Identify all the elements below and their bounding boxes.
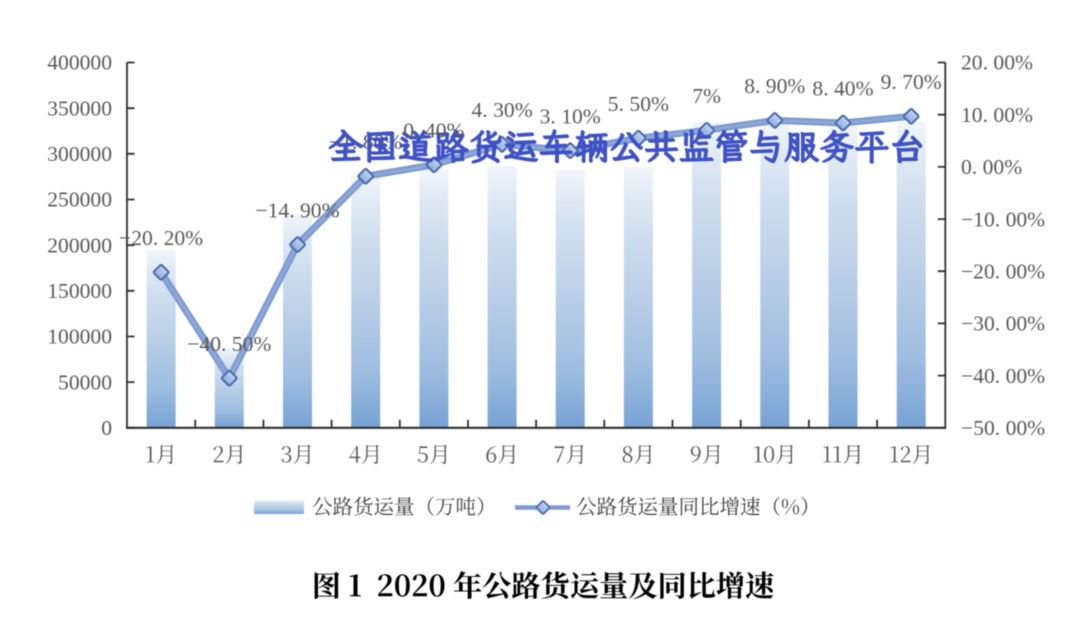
svg-text:0. 00%: 0. 00% — [961, 155, 1022, 179]
svg-text:8. 90%: 8. 90% — [744, 74, 805, 98]
svg-text:150000: 150000 — [47, 279, 112, 303]
svg-text:−40. 50%: −40. 50% — [187, 332, 271, 356]
svg-text:100000: 100000 — [47, 325, 112, 349]
svg-text:9. 70%: 9. 70% — [881, 70, 942, 94]
svg-text:20. 00%: 20. 00% — [961, 51, 1033, 75]
svg-text:−20. 00%: −20. 00% — [961, 259, 1045, 283]
svg-text:−40. 00%: −40. 00% — [961, 364, 1045, 388]
svg-text:−50. 00%: −50. 00% — [961, 416, 1045, 440]
svg-text:−14. 90%: −14. 90% — [255, 198, 339, 222]
svg-text:8. 40%: 8. 40% — [812, 77, 873, 101]
svg-text:0: 0 — [101, 416, 112, 440]
svg-text:3. 10%: 3. 10% — [540, 104, 601, 128]
svg-text:50000: 50000 — [58, 370, 112, 394]
svg-text:−30. 00%: −30. 00% — [961, 312, 1045, 336]
svg-text:10. 00%: 10. 00% — [961, 103, 1033, 127]
svg-text:400000: 400000 — [47, 51, 112, 75]
svg-text:−20. 20%: −20. 20% — [119, 226, 203, 250]
svg-text:5. 50%: 5. 50% — [608, 92, 669, 116]
svg-text:300000: 300000 — [47, 142, 112, 166]
svg-text:−10. 00%: −10. 00% — [961, 207, 1045, 231]
svg-text:0. 40%: 0. 40% — [403, 119, 464, 143]
svg-text:250000: 250000 — [47, 188, 112, 212]
svg-text:4. 30%: 4. 30% — [472, 98, 533, 122]
svg-text:7%: 7% — [692, 84, 721, 108]
svg-text:350000: 350000 — [47, 96, 112, 120]
svg-text:200000: 200000 — [47, 233, 112, 257]
